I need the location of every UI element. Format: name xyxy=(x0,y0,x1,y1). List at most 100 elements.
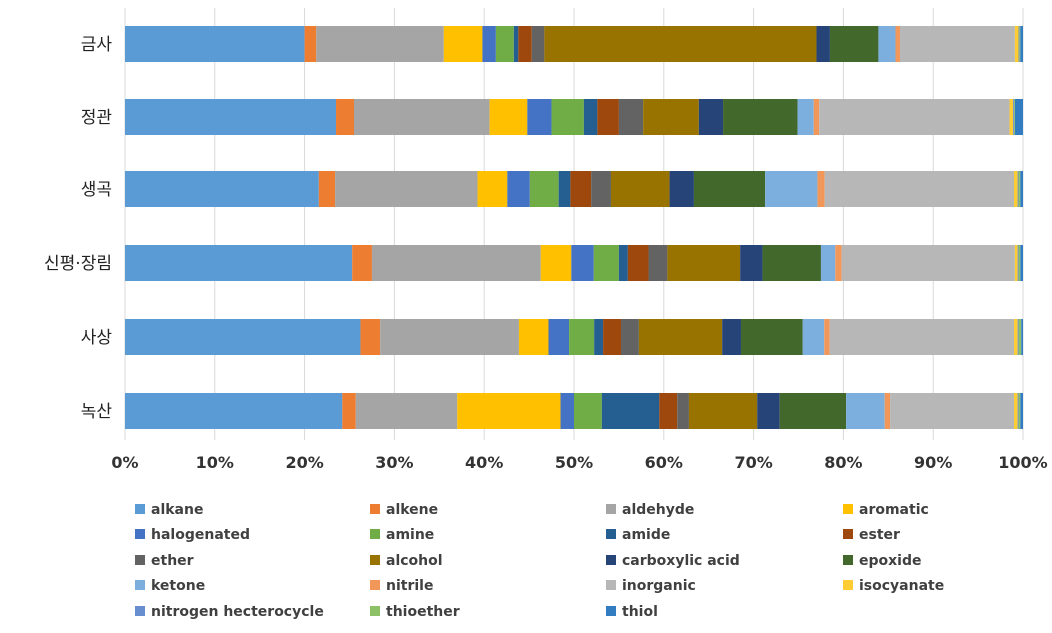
legend-swatch xyxy=(370,606,380,616)
bar-segment xyxy=(1020,245,1023,281)
legend-label: isocyanate xyxy=(859,578,944,594)
bar-segment xyxy=(899,26,1015,62)
legend-label: halogenated xyxy=(151,527,250,543)
bar-segment xyxy=(477,171,508,207)
legend-label: alcohol xyxy=(386,553,443,569)
x-tick-label: 30% xyxy=(375,453,413,472)
bar-segment xyxy=(779,393,847,429)
bar-segment xyxy=(723,99,798,135)
legend-label: epoxide xyxy=(859,553,921,569)
bar-segment xyxy=(627,245,649,281)
bar-segment xyxy=(1014,245,1018,281)
legend-label: alkane xyxy=(151,502,203,518)
legend-label: ether xyxy=(151,553,194,569)
bar-segment xyxy=(1014,99,1015,135)
bar-segment xyxy=(1020,393,1023,429)
bar-segment xyxy=(591,171,611,207)
bar-segment xyxy=(820,245,836,281)
bar-segment xyxy=(593,245,619,281)
bar-segment xyxy=(342,393,356,429)
bar-segment xyxy=(548,319,570,355)
bar-segment xyxy=(371,245,541,281)
bar-segment xyxy=(570,171,592,207)
bar-segment xyxy=(1019,26,1021,62)
bar-segment xyxy=(1014,393,1018,429)
legend-swatch xyxy=(843,529,853,539)
bar-segment xyxy=(813,99,820,135)
bar-segment xyxy=(513,26,519,62)
bar-segment xyxy=(495,26,514,62)
bar-segment xyxy=(1013,171,1018,207)
bar-segment xyxy=(722,319,741,355)
legend-swatch xyxy=(370,504,380,514)
bar-segment xyxy=(824,319,830,355)
legend-label: thiol xyxy=(622,604,658,620)
legend-swatch xyxy=(843,580,853,590)
bar-segment xyxy=(1014,26,1019,62)
bar-segment xyxy=(693,171,766,207)
bar-segment xyxy=(601,393,660,429)
bar-segment xyxy=(1021,319,1023,355)
bar-segment xyxy=(688,393,758,429)
legend-swatch xyxy=(135,555,145,565)
bar-segment xyxy=(518,26,532,62)
bar-segment xyxy=(125,393,343,429)
legend-label: aromatic xyxy=(859,502,929,518)
bar-segment xyxy=(643,99,699,135)
bar-segment xyxy=(518,319,549,355)
x-tick-label: 60% xyxy=(645,453,683,472)
bar-segment xyxy=(638,319,723,355)
bar-segment xyxy=(353,99,490,135)
bar-segment xyxy=(890,393,1015,429)
bars xyxy=(125,26,1023,429)
legend-swatch xyxy=(606,580,616,590)
legend-swatch xyxy=(370,529,380,539)
bar-segment xyxy=(304,26,317,62)
bar-segment xyxy=(802,319,825,355)
bar-segment xyxy=(1020,26,1023,62)
bar-segment xyxy=(544,26,817,62)
bar-segment xyxy=(659,393,678,429)
bar-segment xyxy=(698,99,724,135)
bar-segment xyxy=(360,319,381,355)
x-tick-label: 40% xyxy=(465,453,503,472)
bar-segment xyxy=(1014,99,1023,135)
bar-segment xyxy=(841,245,1015,281)
x-tick-label: 0% xyxy=(111,453,138,472)
bar-segment xyxy=(551,99,584,135)
bar-segment xyxy=(1018,245,1021,281)
bar-segment xyxy=(1017,393,1019,429)
legend-label: amide xyxy=(622,527,670,543)
bar-segment xyxy=(829,26,879,62)
legend-swatch xyxy=(135,529,145,539)
legend-label: inorganic xyxy=(622,578,696,594)
bar-segment xyxy=(316,26,444,62)
legend-swatch xyxy=(606,555,616,565)
legend-label: alkene xyxy=(386,502,438,518)
bar-segment xyxy=(531,26,545,62)
bar-segment xyxy=(1009,99,1014,135)
legend-label: amine xyxy=(386,527,434,543)
bar-segment xyxy=(1018,393,1021,429)
bar-segment xyxy=(1017,171,1019,207)
bar-segment xyxy=(618,99,644,135)
legend-label: aldehyde xyxy=(622,502,694,518)
bar-segment xyxy=(489,99,528,135)
bar-segment xyxy=(846,393,885,429)
bar-segment xyxy=(667,245,741,281)
bar-segment xyxy=(1017,319,1019,355)
bar-segment xyxy=(740,245,763,281)
x-tick-label: 90% xyxy=(914,453,952,472)
bar-segment xyxy=(829,319,1015,355)
legend-swatch xyxy=(135,606,145,616)
bar-segment xyxy=(527,99,552,135)
gridlines xyxy=(124,8,1024,440)
bar-segment xyxy=(677,393,689,429)
bar-segment xyxy=(443,26,483,62)
bar-segment xyxy=(765,171,818,207)
bar-segment xyxy=(482,26,496,62)
bar-segment xyxy=(380,319,519,355)
legend-swatch xyxy=(370,580,380,590)
category-label: 정관 xyxy=(81,108,112,128)
